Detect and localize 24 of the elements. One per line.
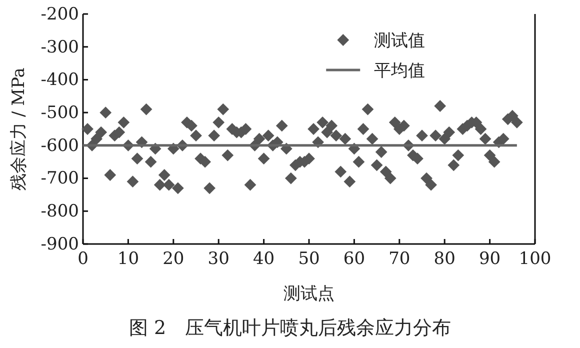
x-tick-label: 30 [208,249,230,270]
y-tick-label: -400 [40,70,79,90]
y-tick-label: -700 [40,168,79,189]
y-tick-label: -600 [40,136,79,156]
x-tick-label: 70 [388,249,410,270]
y-tick-label: -800 [40,202,79,222]
y-tick-label: -300 [40,37,79,58]
text: 图 2 压气机叶片喷丸后残余应力分布 [128,317,452,339]
legend-label: 平均值 [374,61,426,81]
x-axis-title: 测试点 [284,284,334,304]
x-tick-label: 80 [434,249,456,270]
x-tick-label: 10 [117,249,140,270]
x-tick-label: 90 [478,249,501,270]
legend-label: 测试值 [374,31,426,51]
x-tick-label: 60 [343,249,366,270]
y-tick-label: -900 [40,234,79,254]
y-tick-label: -200 [40,4,79,24]
x-tick-label: 20 [162,249,184,270]
x-tick-label: 0 [78,249,88,270]
x-tick-label: 50 [298,249,320,270]
y-axis-title: 残余应力 / MPa [9,68,29,190]
x-tick-label: 40 [252,249,275,270]
y-tick-label: -500 [40,103,79,124]
x-tick-label: 100 [518,249,552,270]
